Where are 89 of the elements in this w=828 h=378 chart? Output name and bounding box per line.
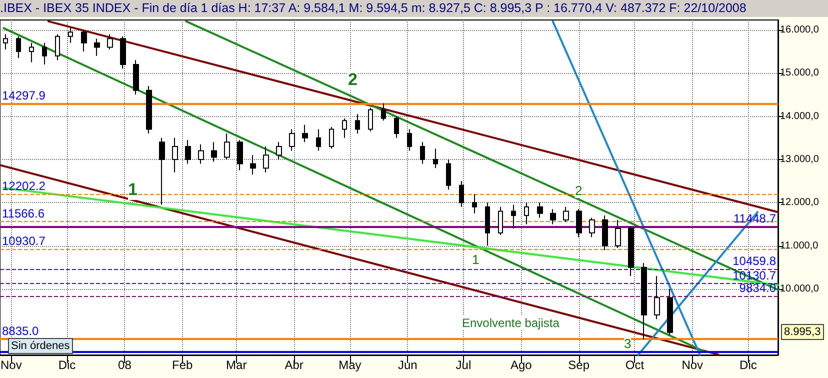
candlestick [237, 140, 243, 171]
y-tick-label: 11.000,0 [780, 240, 819, 252]
candlestick [667, 288, 673, 336]
x-tick-label: Sep [568, 358, 590, 372]
x-tick-label: Nov [0, 358, 22, 372]
candlestick [472, 193, 477, 214]
candlestick [589, 217, 595, 238]
ref-line-label: 10930.7 [2, 234, 46, 248]
ref-line-label: 8835.0 [2, 324, 40, 338]
candlestick [615, 219, 621, 248]
annotation: Envolvente bajista [462, 316, 560, 330]
candlestick [628, 226, 634, 276]
x-tick-label: May [338, 358, 362, 372]
x-tick-label: Jul [456, 358, 472, 372]
candlestick [433, 148, 438, 169]
candlestick [120, 36, 126, 70]
candlestick [3, 34, 8, 50]
candlestick [224, 133, 230, 160]
x-tick-label: Nov [682, 358, 704, 372]
candlestick [55, 34, 60, 61]
chart-title: .IBEX - IBEX 35 INDEX - Fin de día 1 días H: 17:37 A: 9.584,1 M: 9.594,5 m: 8.927,5 C: 8.995,3 P : 16.770,4 V: 487.372 F: 22/10/2008 [0, 0, 828, 17]
candlestick [329, 126, 334, 150]
candlestick [563, 206, 569, 223]
candlestick [485, 202, 490, 246]
candlestick [250, 154, 256, 176]
candlestick [524, 202, 529, 225]
candlestick [276, 142, 282, 160]
candlestick [394, 116, 399, 138]
y-tick-label: 16.000,0 [780, 24, 820, 36]
candlestick [407, 128, 412, 152]
x-tick-label: Jun [398, 358, 418, 372]
candlestick [511, 204, 516, 230]
candlestick [381, 102, 386, 122]
candlestick [550, 208, 556, 225]
candlestick [133, 60, 139, 96]
x-tick-label: Mar [226, 358, 247, 372]
candlestick [159, 137, 165, 206]
candlestick [211, 142, 217, 162]
y-tick-label: 14.000,0 [780, 110, 820, 122]
candlestick [81, 29, 87, 52]
x-tick-label: Feb [172, 358, 194, 372]
x-tick-label: Dic [740, 358, 757, 372]
x-tick-label: Dic [58, 358, 76, 372]
x-tick-label: 08 [118, 358, 132, 372]
annotation: 1 [472, 252, 480, 267]
ref-line-label: 9834.0 [739, 281, 776, 296]
y-tick-label: 13.000,0 [780, 154, 820, 165]
ref-line-label: 10459.8 [732, 254, 776, 268]
candlestick [172, 137, 178, 173]
candlestick [29, 42, 34, 63]
candlestick [446, 158, 451, 190]
ref-line-label: 12202.2 [2, 178, 46, 193]
candlestick [459, 180, 464, 208]
candlestick [355, 114, 360, 134]
candlestick [263, 146, 269, 173]
y-tick-label: 12.000,0 [780, 197, 820, 208]
candlestick [537, 202, 543, 218]
candlestick [342, 118, 347, 138]
candlestick [420, 142, 425, 164]
y-tick-label: 10.000,0 [780, 283, 820, 294]
candlestick [316, 128, 321, 152]
price-tag: 8.995,3 [781, 324, 824, 340]
ref-line-label: 14297.9 [2, 88, 46, 102]
candlestick [16, 36, 21, 58]
button: Sin órdenes [8, 338, 73, 354]
ref-line-label: 11566.6 [2, 206, 45, 220]
x-tick-label: Abr [284, 358, 304, 372]
candlestick [576, 208, 582, 238]
candlestick [198, 144, 204, 164]
candlestick [68, 27, 73, 44]
candlestick [289, 128, 295, 152]
annotation: 1 [128, 180, 138, 200]
candlestick [654, 276, 660, 320]
candlestick [185, 140, 191, 164]
x-tick-label: Oct [625, 358, 645, 372]
candlestick [641, 262, 647, 340]
x-tick-label: Ago [510, 358, 532, 372]
candlestick [94, 38, 100, 56]
candlestick [42, 42, 47, 65]
annotation: 2 [348, 70, 358, 90]
candlestick [498, 206, 503, 236]
y-tick-label: 15.000,0 [780, 68, 820, 79]
candlestick [107, 34, 113, 50]
candlestick [602, 215, 608, 251]
candlestick [368, 107, 373, 132]
annotation: 2 [575, 183, 582, 198]
candlestick [302, 124, 308, 143]
candlestick [146, 86, 152, 134]
annotation: 3 [624, 336, 632, 351]
